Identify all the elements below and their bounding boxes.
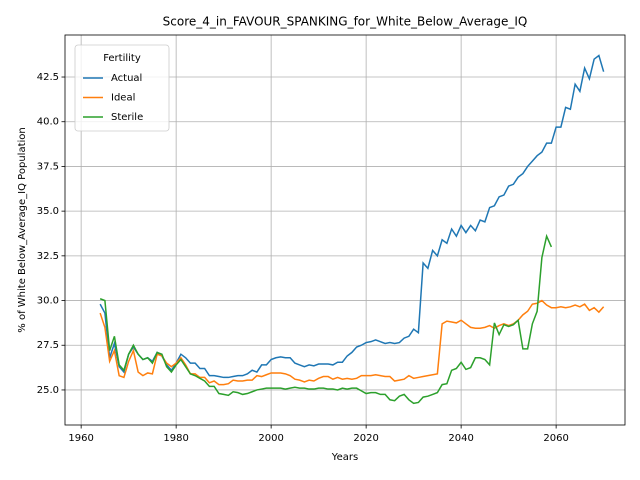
x-tick-label: 1980	[163, 433, 188, 444]
x-tick-label: 2020	[353, 433, 378, 444]
y-tick-label: 32.5	[37, 251, 59, 262]
y-tick-label: 42.5	[37, 72, 59, 83]
x-tick-label: 2060	[543, 433, 568, 444]
y-tick-label: 25.0	[37, 385, 59, 396]
y-tick-label: 37.5	[37, 161, 59, 172]
y-tick-label: 27.5	[37, 340, 59, 351]
line-series	[99, 233, 553, 405]
legend-title: Fertility	[103, 53, 141, 64]
line-series	[99, 54, 605, 379]
line-series	[99, 299, 605, 386]
x-axis-label: Years	[331, 452, 358, 463]
x-tick-label: 2000	[258, 433, 283, 444]
legend-label: Actual	[111, 73, 142, 84]
y-tick-label: 30.0	[37, 296, 59, 307]
chart-title: Score_4_in_FAVOUR_SPANKING_for_White_Bel…	[163, 15, 528, 29]
legend-label: Ideal	[111, 93, 135, 104]
legend-label: Sterile	[111, 112, 143, 123]
legend-box	[74, 44, 170, 132]
x-tick-label: 1960	[68, 433, 93, 444]
y-tick-label: 35.0	[37, 206, 59, 217]
plot-frame	[64, 34, 626, 426]
y-axis-label: % of White Below_Average_IQ Population	[17, 127, 28, 332]
y-tick-label: 40.0	[37, 117, 59, 128]
x-tick-label: 2040	[448, 433, 473, 444]
